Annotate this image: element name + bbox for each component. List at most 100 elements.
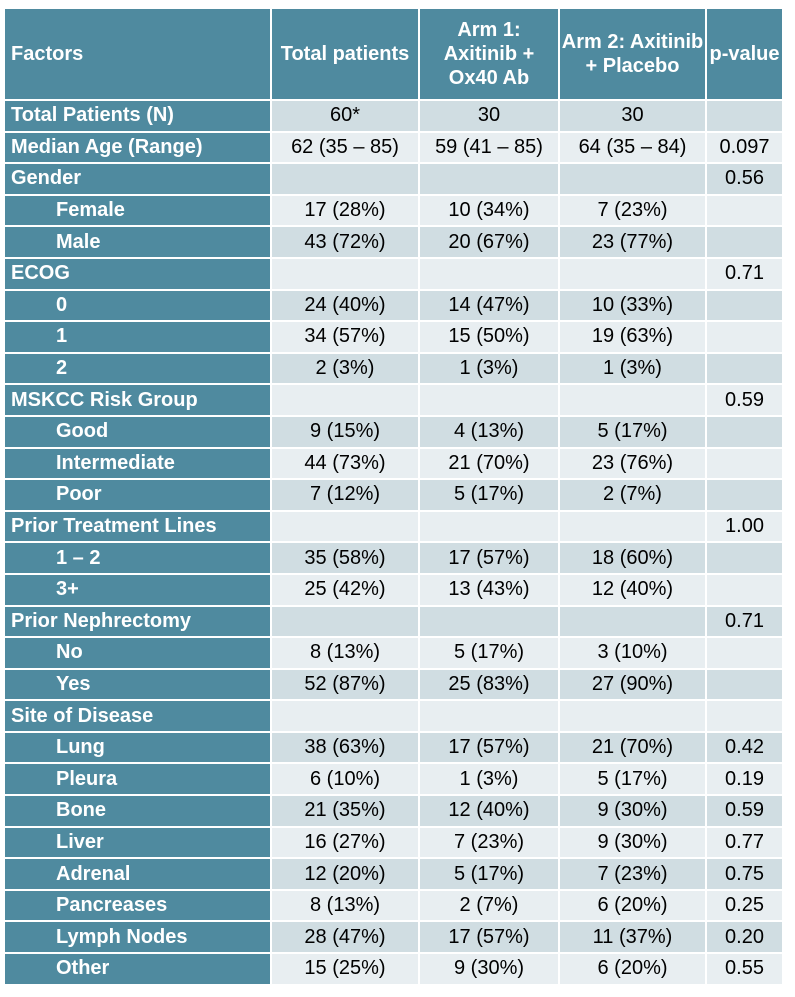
p-value-cell: 0.55 [705, 952, 784, 986]
factor-cell: Gender [3, 162, 272, 196]
table-row: Lymph Nodes 28 (47%) 17 (57%) 11 (37%) 0.20 [3, 920, 784, 955]
arm1-cell: 17 (57%) [418, 920, 560, 955]
p-value-cell [705, 636, 784, 670]
total-cell: 6 (10%) [270, 762, 420, 797]
factor-cell: MSKCC Risk Group [3, 383, 272, 417]
total-cell: 62 (35 – 85) [270, 130, 420, 165]
p-value-cell [705, 288, 784, 323]
arm2-cell: 23 (76%) [558, 446, 707, 481]
table-row: Good 9 (15%) 4 (13%) 5 (17%) [3, 414, 784, 449]
factor-cell: No [3, 636, 272, 670]
table-row: Total Patients (N) 60* 30 30 [3, 99, 784, 133]
table-row: Lung 38 (63%) 17 (57%) 21 (70%) 0.42 [3, 730, 784, 765]
table-row: Bone 21 (35%) 12 (40%) 9 (30%) 0.59 [3, 794, 784, 828]
factor-cell: Intermediate [3, 446, 272, 481]
factor-cell: Prior Nephrectomy [3, 604, 272, 639]
total-cell: 2 (3%) [270, 351, 420, 386]
arm1-cell: 59 (41 – 85) [418, 130, 560, 165]
header-total-patients: Total patients [270, 7, 420, 101]
factor-cell: 0 [3, 288, 272, 323]
arm2-cell: 7 (23%) [558, 193, 707, 228]
arm2-cell: 6 (20%) [558, 952, 707, 986]
table-row: Gender 0.56 [3, 162, 784, 196]
table-row: Poor 7 (12%) 5 (17%) 2 (7%) [3, 478, 784, 512]
factor-cell: Poor [3, 478, 272, 512]
total-cell: 25 (42%) [270, 572, 420, 607]
p-value-cell [705, 99, 784, 133]
factor-cell: Median Age (Range) [3, 130, 272, 165]
arm2-cell [558, 509, 707, 544]
arm1-cell: 5 (17%) [418, 636, 560, 670]
table-row: Median Age (Range) 62 (35 – 85) 59 (41 – 8… [3, 130, 784, 165]
arm2-cell: 11 (37%) [558, 920, 707, 955]
arm1-cell: 13 (43%) [418, 572, 560, 607]
patient-characteristics-table: Factors Total patients Arm 1: Axitinib +… [3, 7, 784, 986]
p-value-cell: 0.71 [705, 256, 784, 291]
table-row: Intermediate 44 (73%) 21 (70%) 23 (76%) [3, 446, 784, 481]
total-cell: 28 (47%) [270, 920, 420, 955]
arm1-cell: 4 (13%) [418, 414, 560, 449]
arm2-cell: 2 (7%) [558, 478, 707, 512]
arm1-cell: 30 [418, 99, 560, 133]
arm1-cell: 20 (67%) [418, 225, 560, 259]
p-value-cell [705, 572, 784, 607]
p-value-cell: 0.25 [705, 888, 784, 923]
table-row: 3+ 25 (42%) 13 (43%) 12 (40%) [3, 572, 784, 607]
arm1-cell: 1 (3%) [418, 762, 560, 797]
p-value-cell: 0.097 [705, 130, 784, 165]
arm2-cell: 12 (40%) [558, 572, 707, 607]
table-row: ECOG 0.71 [3, 256, 784, 291]
factor-cell: 1 [3, 320, 272, 354]
arm1-cell: 7 (23%) [418, 825, 560, 860]
table-row: Site of Disease [3, 699, 784, 733]
header-arm1: Arm 1: Axitinib + Ox40 Ab [418, 7, 560, 101]
header-row: Factors Total patients Arm 1: Axitinib +… [3, 7, 784, 101]
p-value-cell: 0.75 [705, 857, 784, 891]
total-cell: 43 (72%) [270, 225, 420, 259]
total-cell [270, 162, 420, 196]
p-value-cell [705, 225, 784, 259]
arm2-cell: 5 (17%) [558, 414, 707, 449]
table-row: Male 43 (72%) 20 (67%) 23 (77%) [3, 225, 784, 259]
arm2-cell [558, 383, 707, 417]
arm2-cell: 9 (30%) [558, 794, 707, 828]
p-value-cell [705, 478, 784, 512]
table-row: 0 24 (40%) 14 (47%) 10 (33%) [3, 288, 784, 323]
p-value-cell: 0.19 [705, 762, 784, 797]
header-factors: Factors [3, 7, 272, 101]
factor-cell: 2 [3, 351, 272, 386]
arm2-cell [558, 604, 707, 639]
arm1-cell [418, 509, 560, 544]
table-row: MSKCC Risk Group 0.59 [3, 383, 784, 417]
factor-cell: Prior Treatment Lines [3, 509, 272, 544]
arm2-cell: 6 (20%) [558, 888, 707, 923]
total-cell: 8 (13%) [270, 636, 420, 670]
arm1-cell [418, 604, 560, 639]
p-value-cell [705, 699, 784, 733]
factor-cell: Yes [3, 667, 272, 702]
p-value-cell [705, 193, 784, 228]
arm1-cell: 1 (3%) [418, 351, 560, 386]
p-value-cell: 1.00 [705, 509, 784, 544]
total-cell [270, 604, 420, 639]
p-value-cell [705, 320, 784, 354]
total-cell: 9 (15%) [270, 414, 420, 449]
table-row: 1 34 (57%) 15 (50%) 19 (63%) [3, 320, 784, 354]
arm2-cell: 7 (23%) [558, 857, 707, 891]
table-row: Prior Nephrectomy 0.71 [3, 604, 784, 639]
table-row: Female 17 (28%) 10 (34%) 7 (23%) [3, 193, 784, 228]
p-value-cell [705, 541, 784, 575]
total-cell: 24 (40%) [270, 288, 420, 323]
total-cell: 21 (35%) [270, 794, 420, 828]
total-cell: 35 (58%) [270, 541, 420, 575]
p-value-cell: 0.56 [705, 162, 784, 196]
arm2-cell: 5 (17%) [558, 762, 707, 797]
arm1-cell: 15 (50%) [418, 320, 560, 354]
arm1-cell: 2 (7%) [418, 888, 560, 923]
factor-cell: Lung [3, 730, 272, 765]
p-value-cell [705, 446, 784, 481]
arm2-cell: 19 (63%) [558, 320, 707, 354]
factor-cell: Lymph Nodes [3, 920, 272, 955]
arm2-cell [558, 256, 707, 291]
